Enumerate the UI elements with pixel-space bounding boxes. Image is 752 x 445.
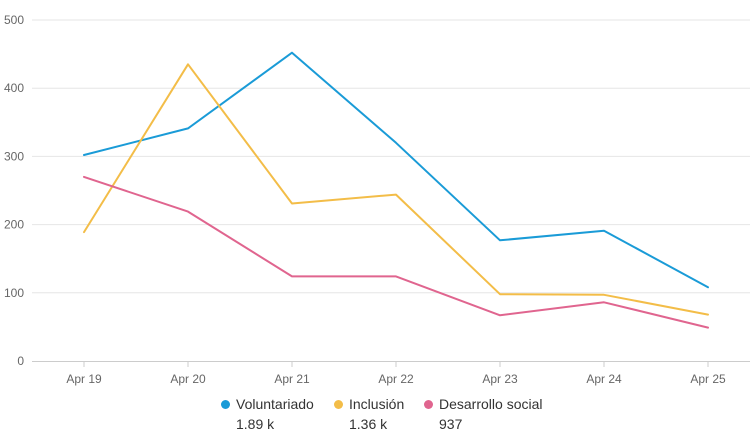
legend-total: 1.36 k <box>349 416 388 432</box>
gridlines <box>32 19 750 294</box>
y-tick-label: 400 <box>4 81 24 95</box>
legend-label: Desarrollo social <box>439 396 543 412</box>
y-tick-label: 500 <box>4 13 24 27</box>
x-tick-label: Apr 23 <box>482 372 518 386</box>
x-tick-label: Apr 25 <box>690 372 726 386</box>
series-line-desarrollo-social <box>83 175 709 329</box>
legend-item-voluntariado[interactable]: Voluntariado 1.89 k <box>221 395 314 432</box>
series-line-voluntariado <box>83 51 709 289</box>
legend-total: 937 <box>439 416 463 432</box>
y-tick-label: 100 <box>4 286 24 300</box>
y-axis: 0 100 200 300 400 500 <box>4 13 24 368</box>
legend-item-desarrollo-social[interactable]: Desarrollo social 937 <box>424 395 542 432</box>
legend: Voluntariado 1.89 k Inclusión 1.36 k Des… <box>0 395 752 435</box>
legend-dot-inclusion <box>334 399 343 409</box>
x-tick-label: Apr 20 <box>170 372 206 386</box>
legend-item-inclusion[interactable]: Inclusión 1.36 k <box>334 395 404 432</box>
legend-label: Inclusión <box>349 396 405 412</box>
x-axis: Apr 19 Apr 20 Apr 21 Apr 22 Apr 23 Apr 24 Apr … <box>32 361 750 386</box>
x-tick-label: Apr 19 <box>66 372 102 386</box>
y-tick-label: 200 <box>4 218 24 232</box>
x-tick-label: Apr 22 <box>378 372 414 386</box>
legend-label: Voluntariado <box>236 396 314 412</box>
legend-dot-desarrollo-social <box>424 399 433 409</box>
y-tick-label: 0 <box>17 354 24 368</box>
x-tick-label: Apr 21 <box>274 372 310 386</box>
series-line-inclusion <box>83 63 709 316</box>
legend-dot-voluntariado <box>221 399 230 409</box>
line-chart: 0 100 200 300 400 500 Apr 19 Apr 20 Apr 21 Apr 2… <box>4 13 750 386</box>
y-tick-label: 300 <box>4 149 24 163</box>
legend-total: 1.89 k <box>236 416 275 432</box>
series-lines <box>83 51 709 329</box>
x-tick-label: Apr 24 <box>586 372 622 386</box>
